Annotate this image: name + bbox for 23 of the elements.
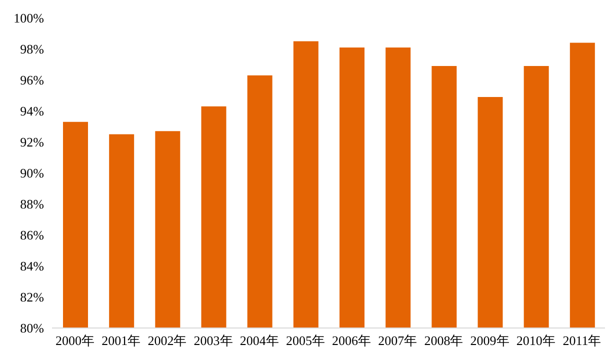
x-tick-label: 2003年 [194, 333, 233, 348]
y-tick-label: 88% [20, 196, 44, 212]
x-tick-label: 2008年 [424, 333, 464, 348]
y-tick-label: 94% [20, 104, 44, 119]
y-tick-label: 82% [20, 290, 44, 305]
x-tick-label: 2001年 [102, 333, 141, 348]
y-tick-label: 92% [20, 134, 44, 150]
y-tick-label: 100% [14, 10, 44, 26]
x-tick-label: 2007年 [378, 333, 418, 348]
x-tick-label: 2006年 [332, 333, 372, 348]
x-tick-label: 2002年 [148, 333, 187, 348]
y-tick-label: 90% [20, 166, 44, 181]
y-tick-label: 80% [20, 320, 44, 336]
x-tick-label: 2000年 [56, 333, 95, 348]
y-tick-label: 84% [20, 258, 44, 274]
y-tick-label: 86% [20, 228, 44, 243]
x-tick-label: 2011年 [562, 333, 602, 348]
x-tick-label: 2005年 [286, 333, 325, 348]
x-tick-label: 2004年 [240, 333, 279, 348]
y-tick-label: 98% [20, 42, 44, 57]
x-tick-label: 2010年 [516, 333, 556, 348]
y-tick-label: 96% [20, 72, 44, 88]
x-tick-label: 2009年 [470, 333, 510, 348]
